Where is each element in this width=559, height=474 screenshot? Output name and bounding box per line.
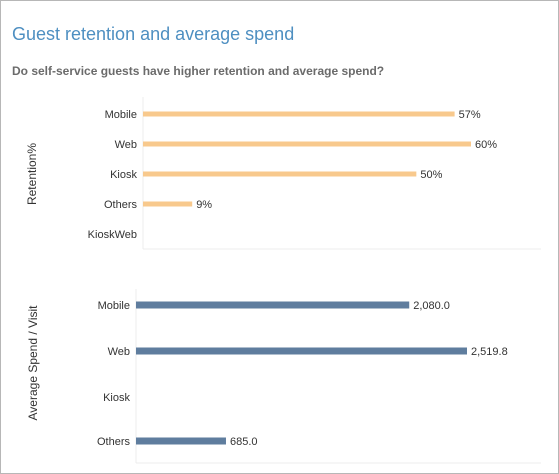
spend-category-label: Web: [108, 346, 130, 358]
spend-bar: [136, 437, 226, 445]
retention-bar: [143, 111, 455, 117]
retention-data-label: 57%: [459, 109, 481, 121]
retention-category-label: Others: [104, 199, 138, 211]
retention-data-label: 9%: [196, 199, 212, 211]
retention-category-label: Web: [115, 139, 137, 151]
spend-category-label: Kiosk: [103, 392, 130, 404]
dashboard-title: Guest retention and average spend: [12, 24, 295, 44]
retention-bar: [143, 171, 417, 177]
retention-category-label: KioskWeb: [88, 229, 137, 241]
spend-bar: [136, 347, 467, 355]
retention-data-label: 60%: [475, 139, 497, 151]
spend-category-label: Others: [97, 436, 131, 448]
retention-bar: [143, 201, 193, 207]
spend-data-label: 2,519.8: [471, 346, 508, 358]
spend-data-label: 685.0: [230, 436, 258, 448]
spend-axis-label: Average Spend / Visit: [26, 305, 40, 421]
retention-data-label: 50%: [420, 169, 442, 181]
dashboard-subtitle: Do self-service guests have higher reten…: [12, 64, 385, 78]
spend-bar: [136, 301, 410, 309]
spend-data-label: 2,080.0: [413, 300, 450, 312]
retention-axis-label: Retention%: [25, 143, 39, 205]
retention-category-label: Mobile: [105, 109, 137, 121]
retention-bar: [143, 141, 471, 147]
retention-category-label: Kiosk: [110, 169, 137, 181]
spend-category-label: Mobile: [98, 300, 130, 312]
